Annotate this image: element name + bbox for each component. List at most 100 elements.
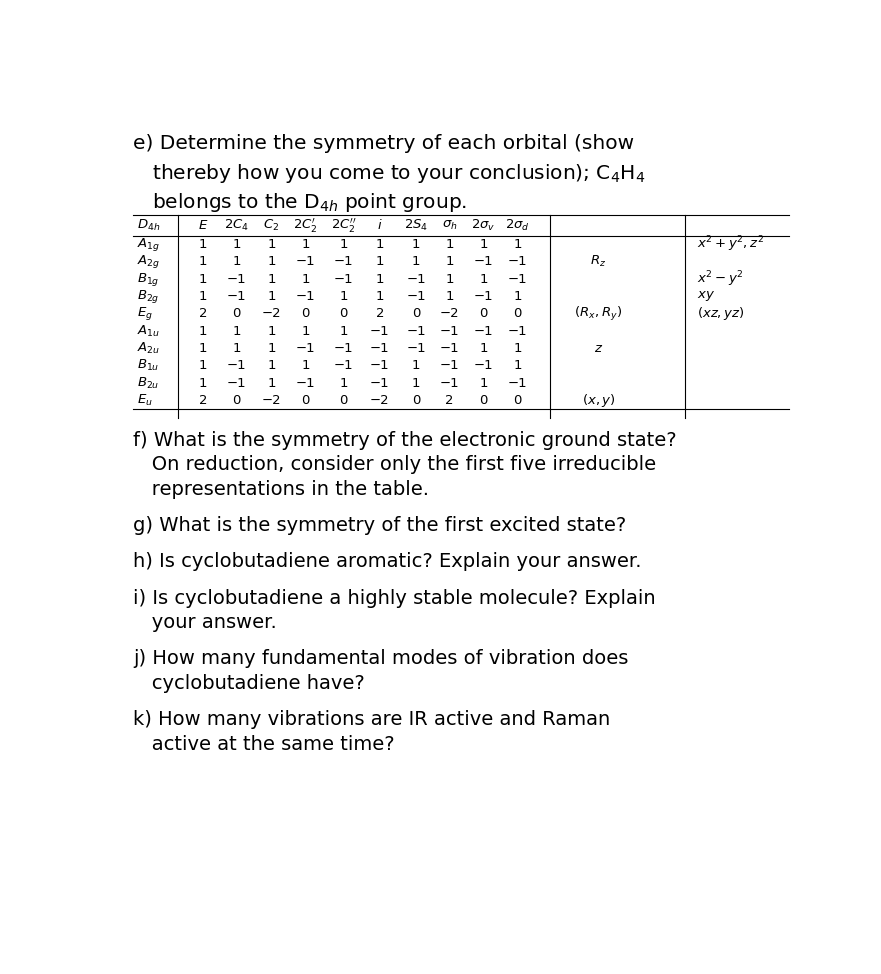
- Text: 1: 1: [479, 238, 488, 251]
- Text: 1: 1: [479, 342, 488, 355]
- Text: 1: 1: [339, 324, 348, 338]
- Text: 1: 1: [301, 238, 310, 251]
- Text: 2: 2: [445, 393, 454, 407]
- Text: 1: 1: [514, 290, 522, 303]
- Text: 1: 1: [375, 238, 384, 251]
- Text: 0: 0: [339, 308, 348, 320]
- Text: 0: 0: [412, 308, 420, 320]
- Text: $x^2 + y^2, z^2$: $x^2 + y^2, z^2$: [697, 235, 764, 254]
- Text: $(xz, yz)$: $(xz, yz)$: [697, 305, 744, 322]
- Text: $2C_2''$: $2C_2''$: [330, 216, 356, 235]
- Text: −1: −1: [334, 255, 353, 268]
- Text: −1: −1: [334, 273, 353, 285]
- Text: 1: 1: [301, 273, 310, 285]
- Text: representations in the table.: representations in the table.: [133, 480, 429, 499]
- Text: 1: 1: [375, 273, 384, 285]
- Text: 1: 1: [514, 359, 522, 372]
- Text: $A_{2g}$: $A_{2g}$: [137, 253, 160, 271]
- Text: −1: −1: [370, 377, 389, 390]
- Text: −1: −1: [226, 290, 247, 303]
- Text: f) What is the symmetry of the electronic ground state?: f) What is the symmetry of the electroni…: [133, 431, 677, 450]
- Text: 0: 0: [479, 393, 488, 407]
- Text: $B_{2g}$: $B_{2g}$: [137, 288, 159, 305]
- Text: 1: 1: [514, 238, 522, 251]
- Text: 1: 1: [479, 273, 488, 285]
- Text: −1: −1: [440, 377, 459, 390]
- Text: On reduction, consider only the first five irreducible: On reduction, consider only the first fi…: [133, 455, 656, 474]
- Text: −1: −1: [296, 255, 315, 268]
- Text: −1: −1: [474, 359, 493, 372]
- Text: −1: −1: [296, 377, 315, 390]
- Text: $A_{1u}$: $A_{1u}$: [137, 323, 160, 339]
- Text: 1: 1: [479, 377, 488, 390]
- Text: −1: −1: [508, 377, 528, 390]
- Text: 1: 1: [199, 290, 207, 303]
- Text: 0: 0: [479, 308, 488, 320]
- Text: 1: 1: [267, 290, 276, 303]
- Text: −1: −1: [474, 290, 493, 303]
- Text: −2: −2: [262, 393, 281, 407]
- Text: −1: −1: [508, 255, 528, 268]
- Text: your answer.: your answer.: [133, 614, 278, 632]
- Text: 1: 1: [445, 290, 454, 303]
- Text: $A_{2u}$: $A_{2u}$: [137, 341, 160, 356]
- Text: $x^2 - y^2$: $x^2 - y^2$: [697, 270, 744, 289]
- Text: 0: 0: [514, 393, 522, 407]
- Text: −1: −1: [370, 324, 389, 338]
- Text: 1: 1: [339, 290, 348, 303]
- Text: $xy$: $xy$: [697, 289, 715, 304]
- Text: $D_{4h}$: $D_{4h}$: [137, 218, 160, 233]
- Text: 1: 1: [267, 238, 276, 251]
- Text: 1: 1: [267, 324, 276, 338]
- Text: 1: 1: [339, 377, 348, 390]
- Text: −2: −2: [370, 393, 389, 407]
- Text: $2C_2'$: $2C_2'$: [293, 216, 318, 235]
- Text: −1: −1: [508, 324, 528, 338]
- Text: −1: −1: [296, 290, 315, 303]
- Text: 1: 1: [199, 377, 207, 390]
- Text: −1: −1: [440, 359, 459, 372]
- Text: −1: −1: [474, 324, 493, 338]
- Text: 1: 1: [233, 324, 241, 338]
- Text: $2C_4$: $2C_4$: [224, 218, 249, 233]
- Text: $B_{2u}$: $B_{2u}$: [137, 376, 159, 391]
- Text: 1: 1: [199, 238, 207, 251]
- Text: 0: 0: [233, 308, 241, 320]
- Text: −1: −1: [370, 359, 389, 372]
- Text: thereby how you come to your conclusion); C$_4$H$_4$: thereby how you come to your conclusion)…: [133, 163, 646, 185]
- Text: $E$: $E$: [198, 219, 208, 232]
- Text: −1: −1: [296, 342, 315, 355]
- Text: 1: 1: [233, 255, 241, 268]
- Text: 1: 1: [375, 255, 384, 268]
- Text: $C_2$: $C_2$: [263, 218, 279, 233]
- Text: e) Determine the symmetry of each orbital (show: e) Determine the symmetry of each orbita…: [133, 133, 634, 153]
- Text: 1: 1: [199, 359, 207, 372]
- Text: $B_{1g}$: $B_{1g}$: [137, 271, 159, 287]
- Text: −1: −1: [406, 273, 426, 285]
- Text: k) How many vibrations are IR active and Raman: k) How many vibrations are IR active and…: [133, 710, 611, 730]
- Text: −1: −1: [406, 342, 426, 355]
- Text: −1: −1: [334, 342, 353, 355]
- Text: −1: −1: [226, 273, 247, 285]
- Text: $B_{1u}$: $B_{1u}$: [137, 358, 159, 373]
- Text: i) Is cyclobutadiene a highly stable molecule? Explain: i) Is cyclobutadiene a highly stable mol…: [133, 588, 656, 608]
- Text: $2\sigma_v$: $2\sigma_v$: [471, 218, 496, 233]
- Text: 1: 1: [267, 377, 276, 390]
- Text: −1: −1: [508, 273, 528, 285]
- Text: 1: 1: [233, 238, 241, 251]
- Text: 1: 1: [267, 342, 276, 355]
- Text: −1: −1: [334, 359, 353, 372]
- Text: −1: −1: [226, 359, 247, 372]
- Text: −2: −2: [262, 308, 281, 320]
- Text: 2: 2: [199, 393, 207, 407]
- Text: cyclobutadiene have?: cyclobutadiene have?: [133, 674, 365, 693]
- Text: 0: 0: [412, 393, 420, 407]
- Text: 1: 1: [267, 273, 276, 285]
- Text: 1: 1: [301, 324, 310, 338]
- Text: belongs to the D$_{4h}$ point group.: belongs to the D$_{4h}$ point group.: [133, 191, 468, 214]
- Text: 0: 0: [301, 393, 309, 407]
- Text: 2: 2: [199, 308, 207, 320]
- Text: 1: 1: [514, 342, 522, 355]
- Text: 1: 1: [301, 359, 310, 372]
- Text: 0: 0: [514, 308, 522, 320]
